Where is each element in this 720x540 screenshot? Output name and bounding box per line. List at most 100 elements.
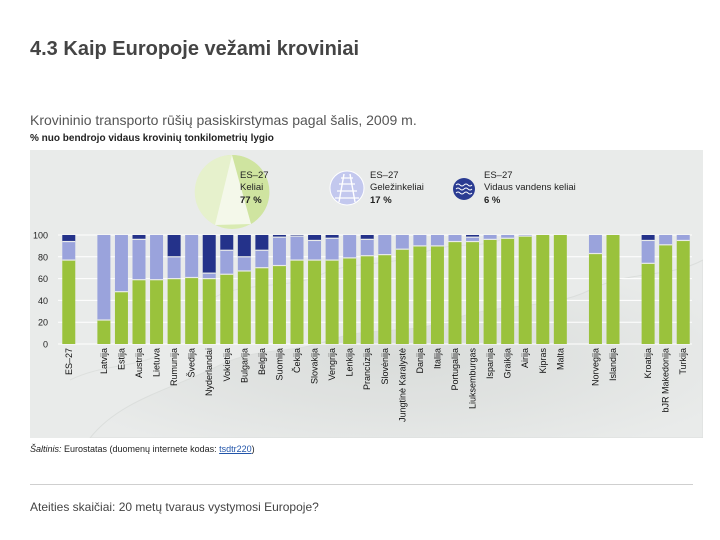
bar-water — [255, 235, 269, 251]
source-prefix: Šaltinis: — [30, 444, 62, 454]
title-number: 4.3 — [30, 38, 58, 60]
y-tick-label: 20 — [38, 318, 48, 328]
legend-water-mode: Vidaus vandens keliai — [484, 182, 576, 193]
bar-group — [185, 235, 199, 344]
bar-rail — [659, 235, 673, 245]
y-axis: 0 20 40 60 80 100 — [33, 231, 48, 350]
y-tick-label: 60 — [38, 274, 48, 284]
bar-road — [483, 239, 497, 344]
bar-group — [501, 235, 515, 344]
bar-road — [185, 277, 199, 344]
bar-rail — [360, 239, 374, 256]
bar-rail — [413, 235, 427, 246]
x-tick-label: Latvija — [99, 348, 109, 374]
bar-rail — [378, 235, 392, 255]
legend-rail-share: 17 % — [370, 195, 392, 206]
x-tick-label: Islandija — [608, 348, 618, 381]
bar-road — [676, 240, 690, 344]
bar-rail — [62, 241, 76, 261]
slide-title: 4.3 Kaip Europoje vežami kroviniai — [30, 38, 359, 61]
x-tick-label: Čekija — [292, 348, 302, 373]
bar-rail — [202, 273, 216, 279]
bar-road — [448, 241, 462, 344]
legend-road-share: 77 % — [240, 195, 262, 206]
footer-divider — [30, 484, 693, 485]
bar-road — [114, 291, 128, 344]
bar-group — [378, 235, 392, 344]
bar-rail — [220, 250, 234, 275]
railway-track-icon — [329, 170, 365, 206]
bar-group — [167, 235, 181, 344]
x-tick-label: Turkija — [678, 348, 688, 375]
bar-road — [641, 263, 655, 344]
legend-water-share: 6 % — [484, 195, 501, 206]
bar-group — [676, 235, 690, 344]
bar-road — [220, 274, 234, 344]
x-tick-label: Slovakija — [310, 348, 320, 384]
bar-group — [518, 235, 532, 344]
legend-water: ES–27 Vidaus vandens keliai 6 % — [453, 170, 576, 206]
bar-group — [290, 235, 304, 344]
bar-group — [150, 235, 164, 344]
legend-road-name: ES–27 — [240, 170, 269, 181]
x-tick-label: Liuksemburgas — [468, 348, 478, 410]
bar-road — [588, 253, 602, 344]
bar-group — [272, 235, 286, 344]
source-text: Eurostatas (duomenų internete kodas: — [61, 444, 220, 454]
x-tick-label: Airija — [520, 348, 530, 368]
bar-rail — [676, 235, 690, 241]
bar-group — [659, 235, 673, 344]
bar-road — [466, 241, 480, 344]
bar-rail — [325, 238, 339, 261]
x-tick-label: Nyderlandai — [204, 348, 214, 396]
bar-group — [308, 235, 322, 344]
x-tick-label: Jungtinė Karalystė — [397, 348, 407, 422]
x-tick-label: Kroatija — [643, 348, 653, 379]
bar-road — [360, 255, 374, 344]
bar-rail — [237, 256, 251, 271]
bar-road — [659, 244, 673, 344]
bar-road — [518, 236, 532, 344]
source-suffix: ) — [251, 444, 255, 454]
bar-road — [430, 245, 444, 344]
x-tick-label: Lietuva — [152, 348, 162, 377]
source-link[interactable]: tsdtr220 — [219, 444, 252, 454]
y-tick-label: 0 — [43, 340, 48, 350]
x-tick-label: Estija — [116, 348, 126, 370]
x-tick-label: Rumunija — [169, 348, 179, 386]
y-tick-label: 100 — [33, 231, 48, 241]
x-tick-label: Vokietija — [222, 348, 232, 382]
chart-gridlines — [58, 234, 692, 345]
x-tick-label: Kipras — [538, 348, 548, 374]
pie-chart-icon — [194, 154, 270, 229]
x-tick-label: Malta — [555, 348, 565, 370]
bar-road — [308, 260, 322, 344]
bar-road — [237, 270, 251, 344]
bar-group — [132, 235, 146, 344]
bar-road — [413, 245, 427, 344]
bar-road — [97, 320, 111, 344]
bar-rail — [588, 235, 602, 254]
source-note: Šaltinis: Eurostatas (duomenų internete … — [30, 444, 255, 454]
bar-group — [360, 235, 374, 344]
bar-rail — [395, 235, 409, 250]
bar-group — [220, 235, 234, 344]
x-tick-label: Lenkija — [345, 348, 355, 377]
bar-road — [395, 249, 409, 344]
x-tick-label: Vengrija — [327, 348, 337, 381]
bar-rail — [150, 235, 164, 280]
bar-road — [501, 238, 515, 344]
bar-group — [114, 235, 128, 344]
bar-water — [325, 235, 339, 239]
bar-rail — [290, 236, 304, 261]
bar-road — [272, 265, 286, 344]
y-tick-label: 80 — [38, 252, 48, 262]
bar-road — [606, 235, 620, 344]
bar-rail — [483, 235, 497, 240]
bar-group — [97, 235, 111, 344]
bar-group — [606, 235, 620, 344]
bar-rail — [501, 235, 515, 239]
bar-water — [360, 235, 374, 240]
bar-water — [641, 235, 655, 241]
bar-group — [343, 235, 357, 344]
